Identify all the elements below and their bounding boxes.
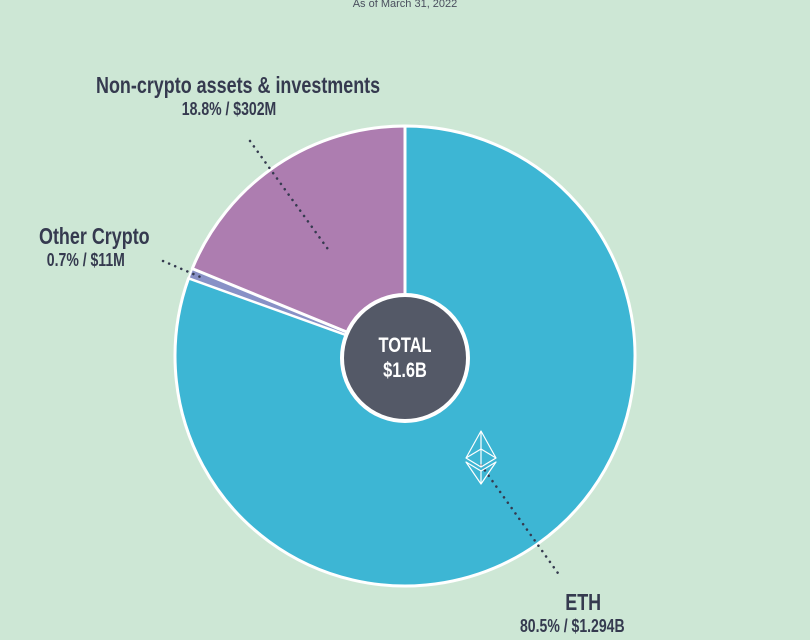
chart-subtitle: As of March 31, 2022 <box>352 0 458 10</box>
label-eth-name: ETH <box>565 589 602 615</box>
label-other-crypto: Other Crypto 0.7% / $11M <box>39 223 150 271</box>
leader-line-other-crypto <box>161 259 207 281</box>
label-non-crypto-name: Non-crypto assets & investments <box>96 72 381 98</box>
center-total-label: TOTAL <box>378 334 432 357</box>
label-eth-value: 80.5% / $1.294B <box>520 616 625 636</box>
label-other-crypto-name: Other Crypto <box>39 223 150 249</box>
label-non-crypto-value: 18.8% / $302M <box>181 99 277 119</box>
center-total-value: $1.6B <box>383 359 427 382</box>
label-other-crypto-value: 0.7% / $11M <box>46 250 125 270</box>
slice-non-crypto[interactable] <box>190 124 407 358</box>
center-circle <box>340 293 470 423</box>
label-non-crypto: Non-crypto assets & investments 18.8% / … <box>96 72 380 120</box>
leader-line-eth <box>479 463 562 578</box>
center-total: TOTAL $1.6B <box>343 296 467 420</box>
ethereum-diamond-icon <box>465 430 497 485</box>
label-eth: ETH 80.5% / $1.294B <box>520 589 625 637</box>
